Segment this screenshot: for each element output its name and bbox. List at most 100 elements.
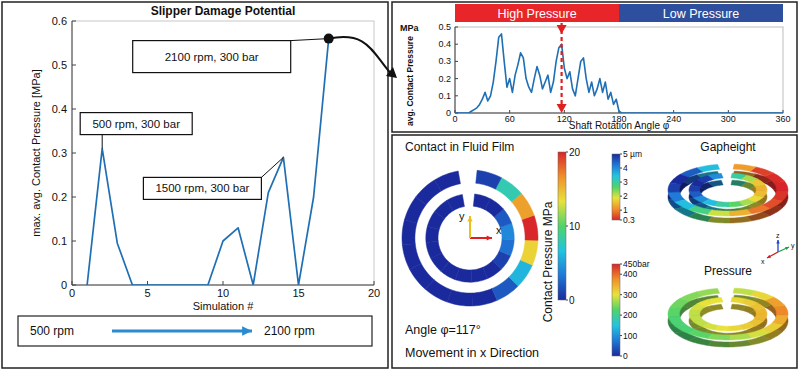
arrow-head: [785, 247, 789, 250]
ring-cell: [447, 290, 472, 306]
colorbar-label: 4: [623, 163, 628, 173]
colorbar-tick: [566, 300, 568, 301]
colorbar-label: 400: [623, 269, 637, 279]
note: Movement in x Direction: [405, 346, 539, 360]
triad-arrow: [776, 240, 779, 252]
colorbar-tick: [620, 196, 622, 197]
ring-cell: [715, 326, 729, 331]
data-group: [455, 34, 783, 113]
annotation-pointer: [102, 135, 103, 149]
arrow-shaft: [112, 330, 252, 333]
tick-label: 300: [721, 114, 736, 124]
ring-side: [731, 180, 746, 186]
ring-cell: [473, 194, 490, 210]
arrow-shaft: [778, 247, 789, 252]
y-axis-label: max. avg. Contact Pressure [MPa]: [30, 69, 42, 237]
colorbar-label: 5 µm: [623, 149, 642, 159]
triad-label: y: [791, 242, 795, 250]
tick: [72, 109, 76, 110]
angle-marker-head: [557, 104, 567, 113]
tick-label: 15: [292, 287, 304, 299]
colorbar-tick: [620, 182, 622, 183]
ring-cell: [455, 268, 471, 282]
colorbar-tick: [620, 220, 622, 221]
tick-label: 0.2: [52, 191, 67, 203]
chart-slipper-damage: Slipper Damage Potential00.10.20.30.40.5…: [18, 4, 397, 346]
colorbar-label: 300: [623, 290, 637, 300]
colorbar-label: 1: [623, 205, 628, 215]
tick-label: 360: [775, 114, 790, 124]
arrow-head: [776, 240, 779, 244]
x-axis: [72, 285, 374, 286]
triad-arrow: [778, 247, 789, 252]
colorbar-label: 0: [569, 295, 575, 306]
tick-label: 0.1: [438, 91, 451, 101]
colorbar-label: 0.3: [623, 215, 635, 225]
chart-contact-angle: High PressureLow Pressure00.10.20.30.40.…: [400, 4, 791, 131]
angle-marker: [557, 23, 567, 113]
tick-label: 0.1: [52, 235, 67, 247]
sweep-box: [18, 316, 372, 346]
y-axis: [455, 27, 456, 113]
x-axis-label: Shaft Rotation Angle φ: [569, 120, 670, 131]
colorbar-tick: [620, 294, 622, 295]
chart-surface: Pressure450bar4003002001000: [612, 259, 788, 361]
panel-frame: [392, 135, 797, 368]
tick-label: 0.3: [438, 56, 451, 66]
tick-label: 0: [452, 114, 457, 124]
angle-marker-line: [560, 23, 562, 107]
colorbar-tick: [620, 210, 622, 211]
ring-cell: [689, 309, 701, 315]
colorbar: [558, 152, 566, 300]
annotation-pointer: [291, 39, 329, 41]
tick: [72, 153, 76, 154]
arrow-head: [242, 326, 252, 336]
data-group: [87, 39, 329, 285]
note: Angle φ=117°: [405, 323, 481, 337]
title: Slipper Damage Potential: [151, 4, 296, 18]
annotation-text: 1500 rpm, 300 bar: [155, 182, 249, 194]
ring-cell: [522, 215, 538, 240]
ring-cell: [731, 173, 746, 179]
chart-surface: Gapheight5 µm43210.3zyx: [612, 140, 795, 265]
tick-label: 10: [217, 287, 229, 299]
colorbar-tick: [620, 264, 622, 265]
colorbar-label: 10: [569, 221, 581, 232]
ring-cell: [708, 334, 730, 340]
angle-marker-head: [557, 25, 567, 34]
band-label: Low Pressure: [663, 7, 739, 21]
colorbar-tick: [620, 154, 622, 155]
tick-label: 0.4: [52, 103, 67, 115]
ring-cell: [733, 288, 756, 295]
annotation-box: [80, 113, 192, 135]
ring-cell: [425, 280, 451, 303]
ring-cell: [670, 298, 689, 308]
data-line: [455, 34, 783, 113]
title: Contact in Fluid Film: [405, 140, 514, 154]
tick: [72, 65, 76, 66]
tick-label: 0: [61, 279, 67, 291]
axis-arrow-label: x: [496, 224, 502, 236]
panel-frame: [392, 2, 797, 132]
ring-cell: [402, 220, 417, 245]
arrow-head: [767, 255, 771, 258]
tick-label: 0.6: [52, 15, 67, 27]
tick-label: 0: [69, 287, 75, 299]
plot-frame: [72, 21, 374, 285]
colorbar-tick: [620, 168, 622, 169]
colorbar-label: 100: [623, 331, 637, 341]
colorbar-tick: [620, 274, 622, 275]
ring-cell: [708, 210, 730, 216]
x-axis-label: Simulation #: [193, 300, 254, 312]
annotation-text: 2100 rpm, 300 bar: [165, 51, 259, 63]
colorbar-tick: [566, 226, 568, 227]
annotation-text: 500 rpm, 300 bar: [92, 118, 180, 130]
tick-label: 20: [368, 287, 380, 299]
ring-cell: [499, 239, 514, 256]
triad-arrow: [767, 252, 778, 258]
axis-arrow-label: y: [459, 210, 465, 222]
title: Gapheight: [700, 140, 756, 154]
ring-cell: [521, 240, 538, 265]
arrow-head: [487, 235, 492, 240]
arrow-shaft: [767, 252, 778, 258]
